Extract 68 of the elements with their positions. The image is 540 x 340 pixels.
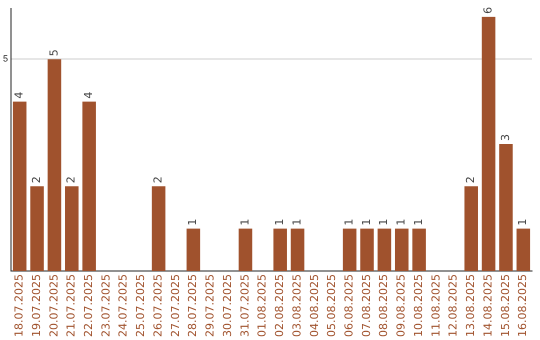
x-tick-label: 21.07.2025 bbox=[64, 274, 78, 338]
data-label: 4 bbox=[82, 92, 96, 99]
x-tick-label: 18.07.2025 bbox=[12, 274, 26, 338]
data-label: 1 bbox=[516, 218, 530, 226]
x-tick-label: 30.07.2025 bbox=[220, 274, 234, 338]
x-tick-label: 20.07.2025 bbox=[47, 274, 60, 338]
x-tick-label: 09.08.2025 bbox=[394, 274, 408, 338]
data-label: 6 bbox=[481, 6, 494, 14]
bar bbox=[360, 228, 374, 272]
x-tick-label: 14.08.2025 bbox=[481, 274, 494, 338]
bar bbox=[152, 186, 166, 272]
x-tick-label: 24.07.2025 bbox=[116, 274, 130, 338]
x-tick-label: 15.08.2025 bbox=[498, 274, 512, 338]
x-tick-label: 22.07.2025 bbox=[82, 274, 96, 338]
x-tick-label: 06.08.2025 bbox=[342, 274, 356, 338]
x-tick-label: 29.07.2025 bbox=[204, 274, 217, 338]
x-tick-label: 08.08.2025 bbox=[377, 274, 390, 338]
bar bbox=[516, 228, 530, 272]
data-label: 1 bbox=[273, 218, 286, 226]
data-label: 1 bbox=[360, 218, 373, 226]
x-tick-label: 11.08.2025 bbox=[429, 274, 442, 338]
data-label: 3 bbox=[498, 134, 512, 141]
bar bbox=[186, 228, 200, 272]
data-label: 1 bbox=[394, 218, 408, 226]
bar bbox=[378, 228, 392, 272]
x-tick-label: 19.07.2025 bbox=[30, 274, 43, 338]
bar bbox=[82, 102, 96, 272]
x-tick-label: 05.08.2025 bbox=[325, 274, 338, 338]
data-label: 1 bbox=[342, 218, 356, 226]
data-label: 5 bbox=[47, 49, 60, 56]
x-tick-label: 03.08.2025 bbox=[290, 274, 304, 338]
x-tick-label: 25.07.2025 bbox=[134, 274, 148, 338]
bar bbox=[412, 228, 426, 272]
bar bbox=[12, 102, 26, 272]
x-tick-label: 04.08.2025 bbox=[308, 274, 321, 338]
x-tick-label: 02.08.2025 bbox=[273, 274, 286, 338]
x-tick-label: 28.07.2025 bbox=[186, 274, 200, 338]
data-label: 2 bbox=[64, 176, 78, 184]
bar bbox=[464, 186, 478, 272]
data-label: 2 bbox=[151, 176, 164, 184]
x-tick-label: 07.08.2025 bbox=[360, 274, 373, 338]
bar bbox=[482, 16, 496, 272]
data-label: 2 bbox=[30, 176, 43, 184]
bar bbox=[394, 228, 409, 272]
data-label: 1 bbox=[238, 218, 252, 226]
data-label: 1 bbox=[186, 218, 200, 226]
x-tick-label: 10.08.2025 bbox=[412, 274, 425, 338]
bar bbox=[48, 59, 62, 272]
bar bbox=[30, 186, 44, 272]
data-label: 1 bbox=[412, 218, 425, 226]
x-tick-label: 16.08.2025 bbox=[516, 274, 530, 338]
data-label: 2 bbox=[464, 176, 478, 184]
x-tick-label: 27.07.2025 bbox=[168, 274, 182, 338]
x-tick-label: 01.08.2025 bbox=[256, 274, 269, 338]
x-tick-label: 12.08.2025 bbox=[446, 274, 460, 338]
bar bbox=[273, 228, 287, 272]
x-tick-label: 13.08.2025 bbox=[464, 274, 478, 338]
data-label: 1 bbox=[377, 218, 390, 226]
bar bbox=[65, 186, 79, 272]
x-tick-label: 23.07.2025 bbox=[99, 274, 112, 338]
data-label: 1 bbox=[290, 218, 304, 226]
bar bbox=[290, 228, 304, 272]
bar bbox=[238, 228, 252, 272]
data-label: 4 bbox=[12, 92, 26, 99]
bar bbox=[342, 228, 356, 272]
x-tick-label: 31.07.2025 bbox=[238, 274, 252, 338]
x-tick-label: 26.07.2025 bbox=[151, 274, 164, 338]
bar bbox=[499, 144, 513, 272]
